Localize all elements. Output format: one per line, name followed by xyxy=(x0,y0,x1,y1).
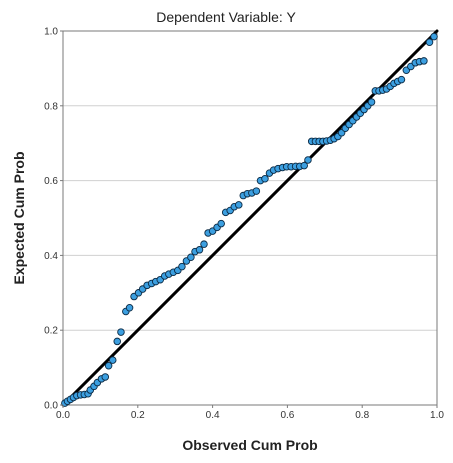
y-tick-label: 0.2 xyxy=(44,326,58,337)
data-point xyxy=(108,356,117,364)
data-point xyxy=(300,161,308,170)
data-point xyxy=(200,240,208,248)
y-tick-label: 0.8 xyxy=(44,101,58,112)
x-tick-label: 1.0 xyxy=(430,410,444,421)
data-point xyxy=(367,98,376,106)
chart-title: Dependent Variable: Y xyxy=(156,9,296,25)
plot-frame xyxy=(62,30,438,406)
x-axis-title: Observed Cum Prob xyxy=(182,437,317,453)
y-tick-label: 0.0 xyxy=(44,401,58,412)
y-axis-title: Expected Cum Prob xyxy=(11,151,27,284)
data-point xyxy=(195,246,204,254)
x-tick-label: 0.2 xyxy=(131,410,145,421)
x-tick-label: 0.8 xyxy=(355,410,369,421)
x-tick-label: 0.4 xyxy=(206,410,220,421)
x-tick-label: 0.6 xyxy=(280,410,294,421)
data-point xyxy=(217,219,225,228)
data-point xyxy=(187,253,195,262)
data-point xyxy=(425,38,434,46)
data-point xyxy=(397,75,406,84)
data-point xyxy=(125,304,134,312)
y-tick-label: 1.0 xyxy=(44,27,58,38)
data-point xyxy=(420,57,428,65)
y-axis-ticks: 0.0 0.2 0.4 0.6 0.8 1.0 xyxy=(44,27,63,412)
data-points xyxy=(61,32,438,407)
data-point xyxy=(104,361,113,370)
gridlines xyxy=(63,105,437,331)
y-tick-label: 0.6 xyxy=(44,176,58,187)
data-point xyxy=(101,373,110,381)
data-point xyxy=(430,32,438,41)
data-point xyxy=(261,174,269,183)
data-point xyxy=(178,262,186,271)
data-point xyxy=(235,201,243,209)
x-tick-label: 0.0 xyxy=(56,410,70,421)
data-point xyxy=(113,337,121,346)
y-tick-label: 0.4 xyxy=(44,251,58,262)
data-point xyxy=(117,328,125,336)
data-point xyxy=(252,187,261,195)
data-point xyxy=(304,156,312,164)
